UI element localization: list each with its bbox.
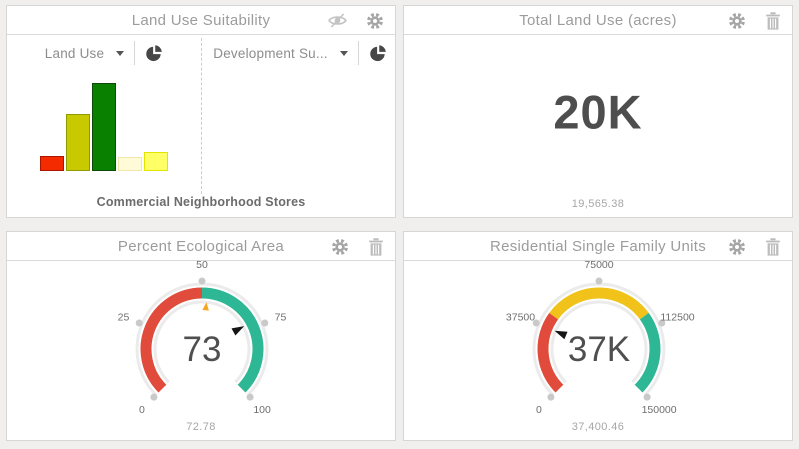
panel-header: Percent Ecological Area xyxy=(7,232,395,261)
gear-icon[interactable] xyxy=(365,11,385,31)
panel-land-use-suitability: Land Use Suitability xyxy=(6,5,561,218)
divider xyxy=(201,38,202,194)
svg-text:50: 50 xyxy=(196,261,208,271)
trash-icon[interactable] xyxy=(764,237,782,257)
bar xyxy=(118,157,142,171)
panel-body: 0 25 50 75 100 73 72.78 xyxy=(7,259,397,440)
pie-chart-icon[interactable] xyxy=(369,44,387,62)
gear-icon[interactable] xyxy=(727,237,747,257)
chart-caption: Commercial Neighborhood Stores xyxy=(96,195,306,209)
panel-body: 20K 19,565.38 xyxy=(404,35,792,217)
panel-body: Land Use Develop xyxy=(7,35,561,217)
separator xyxy=(357,41,359,65)
svg-text:0: 0 xyxy=(139,404,145,416)
dropdown-label: Development Su... xyxy=(213,45,328,61)
gear-icon[interactable] xyxy=(330,237,350,257)
bar xyxy=(66,114,90,171)
svg-text:75: 75 xyxy=(275,312,287,324)
ecological-area-gauge: 0 25 50 75 100 73 xyxy=(7,259,397,426)
panel-title: Total Land Use (acres) xyxy=(519,12,677,29)
panel-header: Total Land Use (acres) xyxy=(404,6,792,35)
bar xyxy=(144,152,168,171)
panel-title: Percent Ecological Area xyxy=(117,238,285,255)
panel-body: 0 37500 75000 112500 150000 37K 37,400.46 xyxy=(404,259,794,440)
separator xyxy=(134,41,136,65)
panel-header: Land Use Suitability xyxy=(7,6,395,35)
chevron-down-icon xyxy=(339,50,348,56)
indicator-value: 20K xyxy=(553,85,643,139)
svg-text:112500: 112500 xyxy=(660,312,694,324)
hide-icon[interactable] xyxy=(327,10,348,31)
land-use-field-dropdown[interactable]: Land Use xyxy=(44,45,125,61)
indicator-secondary-value: 19,565.38 xyxy=(571,198,625,210)
bar xyxy=(92,83,116,171)
panel-residential-single-family-units: Residential Single Family Units xyxy=(403,231,793,441)
trash-icon[interactable] xyxy=(764,11,782,31)
svg-text:25: 25 xyxy=(118,312,130,324)
panel-total-land-use: Total Land Use (acres) xyxy=(403,5,793,218)
svg-text:73: 73 xyxy=(183,330,222,369)
svg-text:150000: 150000 xyxy=(642,404,677,416)
gauge-secondary-value: 72.78 xyxy=(186,421,216,433)
svg-text:75000: 75000 xyxy=(584,261,613,271)
land-use-chart-section: Land Use xyxy=(7,35,201,190)
pie-chart-icon[interactable] xyxy=(145,44,163,62)
development-suitability-chart-section: Development Su... xyxy=(203,35,561,190)
dropdown-label: Land Use xyxy=(44,45,105,61)
residential-units-gauge: 0 37500 75000 112500 150000 37K xyxy=(404,259,794,426)
land-use-bar-chart xyxy=(40,71,168,171)
chevron-down-icon xyxy=(116,50,125,56)
svg-text:37500: 37500 xyxy=(506,312,535,324)
panel-title: Land Use Suitability xyxy=(131,12,271,29)
panel-header: Residential Single Family Units xyxy=(404,232,792,261)
panel-percent-ecological-area: Percent Ecological Area xyxy=(6,231,396,441)
panel-title: Residential Single Family Units xyxy=(489,238,707,255)
gauge-secondary-value: 37,400.46 xyxy=(571,421,625,433)
bar xyxy=(40,156,64,171)
svg-text:100: 100 xyxy=(253,404,271,416)
development-suitability-field-dropdown[interactable]: Development Su... xyxy=(213,45,348,61)
svg-text:0: 0 xyxy=(536,404,542,416)
trash-icon[interactable] xyxy=(367,237,385,257)
svg-text:37K: 37K xyxy=(568,330,630,369)
gear-icon[interactable] xyxy=(727,11,747,31)
